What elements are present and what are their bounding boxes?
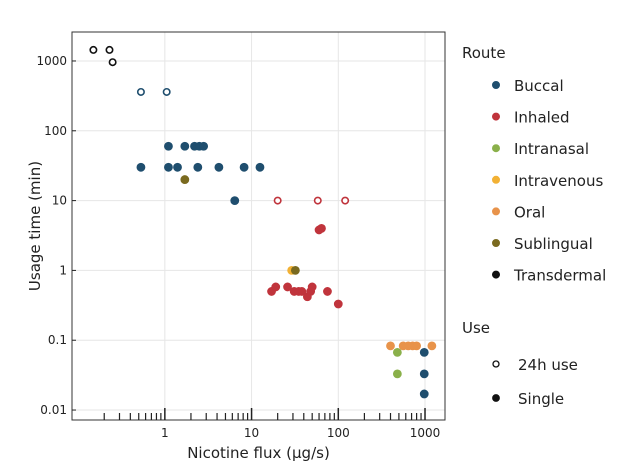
legend-use-title: Use xyxy=(462,319,490,337)
data-point-sublingual xyxy=(180,175,190,184)
data-point-buccal xyxy=(162,87,171,96)
data-point-transdermal xyxy=(108,58,117,67)
legend-label-sublingual: Sublingual xyxy=(514,235,593,253)
data-point-buccal xyxy=(230,196,240,205)
data-point-buccal xyxy=(419,389,429,399)
data-point-transdermal xyxy=(105,45,114,54)
legend-label-oral: Oral xyxy=(514,203,545,221)
grid xyxy=(72,32,445,420)
y-axis-label: Usage time (min) xyxy=(26,161,44,291)
x-axis-label: Nicotine flux (µg/s) xyxy=(187,444,330,462)
data-point-buccal xyxy=(136,87,145,96)
data-point-inhaled xyxy=(317,223,326,233)
x-tick-label: 100 xyxy=(327,426,350,440)
legend-label-intravenous: Intravenous xyxy=(514,172,603,190)
legend-marker-inhaled xyxy=(492,112,500,121)
data-point-buccal xyxy=(419,369,429,379)
data-point-buccal xyxy=(164,162,173,172)
data-point-buccal xyxy=(136,162,146,172)
data-point-buccal xyxy=(214,162,224,172)
legend-marker-oral xyxy=(492,207,500,216)
data-point-buccal xyxy=(180,141,190,151)
data-point-buccal xyxy=(255,162,265,172)
legend-label-inhaled: Inhaled xyxy=(514,109,570,127)
y-axis: 0.01 0.1 1 10 100 1000 xyxy=(36,54,76,417)
data-points xyxy=(89,45,437,399)
data-point-buccal xyxy=(173,162,182,172)
data-point-inhaled xyxy=(313,196,322,205)
y-tick-label: 1000 xyxy=(36,54,67,68)
x-tick-label: 1000 xyxy=(410,426,441,440)
data-point-inhaled xyxy=(297,287,307,296)
data-point-oral xyxy=(427,341,437,351)
x-tick-label: 10 xyxy=(244,426,259,440)
legend-label-use: 24h use xyxy=(518,356,578,374)
legend-marker-transdermal xyxy=(492,270,500,279)
data-point-inhaled xyxy=(271,282,281,292)
data-point-sublingual xyxy=(290,266,300,275)
data-point-oral xyxy=(386,341,395,351)
legend-marker-buccal xyxy=(492,81,500,89)
legend-marker-use xyxy=(492,394,500,402)
data-point-buccal xyxy=(193,162,203,172)
y-tick-label: 0.01 xyxy=(40,403,67,417)
data-point-transdermal xyxy=(89,45,98,54)
data-point-inhaled xyxy=(273,196,282,205)
data-point-inhaled xyxy=(283,282,292,292)
data-point-buccal xyxy=(199,141,209,151)
x-tick-label: 1 xyxy=(161,426,169,440)
data-point-buccal xyxy=(164,141,173,151)
legend-label-intranasal: Intranasal xyxy=(514,140,589,158)
legend-label-transdermal: Transdermal xyxy=(513,267,606,285)
y-tick-label: 100 xyxy=(44,124,67,138)
legend-route-title: Route xyxy=(462,44,506,62)
y-tick-label: 0.1 xyxy=(48,333,67,347)
data-point-inhaled xyxy=(307,282,317,292)
legend-marker-intranasal xyxy=(492,144,500,153)
legend-use: Use 24h use Single xyxy=(462,319,578,408)
legend-label-use: Single xyxy=(518,390,564,408)
data-point-inhaled xyxy=(333,299,343,309)
legend-label-buccal: Buccal xyxy=(514,77,564,95)
plot-area-frame xyxy=(71,31,446,421)
data-point-intranasal xyxy=(392,347,402,357)
legend-marker-intravenous xyxy=(492,175,500,184)
data-point-inhaled xyxy=(323,287,332,296)
legend-marker-use xyxy=(492,360,500,368)
data-point-buccal xyxy=(239,162,249,172)
data-point-buccal xyxy=(419,347,429,357)
legend-marker-sublingual xyxy=(492,239,500,247)
y-tick-label: 1 xyxy=(59,263,67,277)
x-axis: 1 10 100 1000 xyxy=(103,408,441,440)
y-tick-label: 10 xyxy=(52,194,67,208)
data-point-inhaled xyxy=(341,196,350,205)
legend-route: Route Buccal Inhaled Intranasal Intravenous O… xyxy=(462,44,606,285)
data-point-oral xyxy=(412,341,422,351)
data-point-intranasal xyxy=(392,369,402,379)
